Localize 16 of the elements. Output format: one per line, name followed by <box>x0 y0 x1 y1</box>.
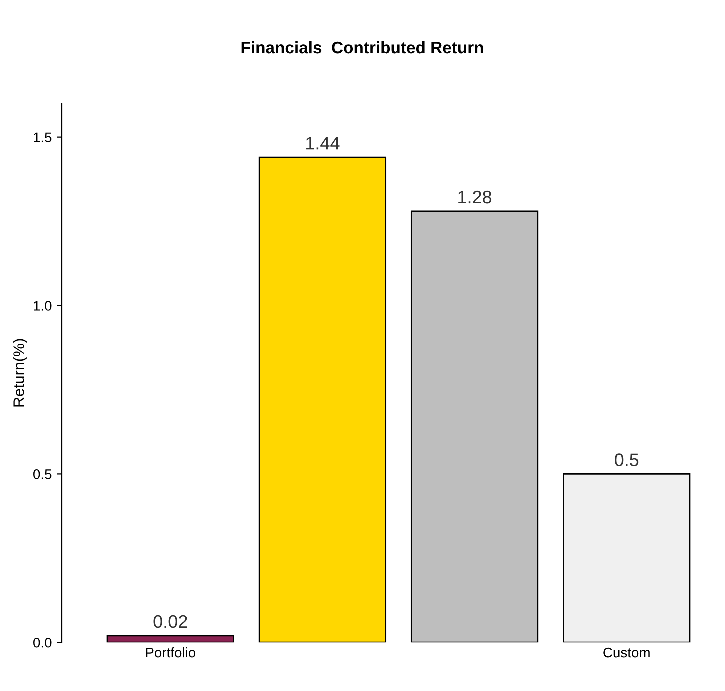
data-label: 1.28 <box>458 190 492 204</box>
y-axis-title: Return(%) <box>13 339 28 407</box>
bar <box>563 474 691 643</box>
data-label: 1.44 <box>306 137 340 150</box>
y-tick-label: 0.5 <box>34 470 52 480</box>
y-tick-label: 1.5 <box>34 132 52 143</box>
data-label: 0.02 <box>154 615 188 628</box>
y-tick-label: 0.0 <box>34 638 52 648</box>
x-tick-label: Custom <box>604 648 650 658</box>
bar <box>410 210 539 643</box>
y-tick-label: 1.0 <box>34 301 52 311</box>
bar <box>106 635 234 643</box>
x-tick-label: Portfolio <box>146 647 196 658</box>
bar <box>258 156 387 643</box>
chart-title: Financials Contributed Return <box>242 41 484 54</box>
data-label: 0.5 <box>615 454 639 466</box>
